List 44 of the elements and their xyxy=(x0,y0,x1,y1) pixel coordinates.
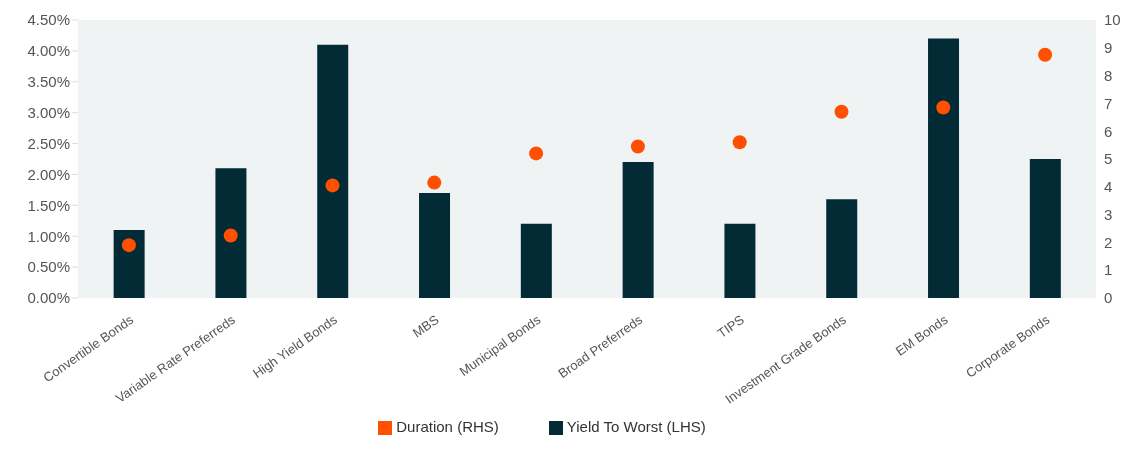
y2-tick-label: 6 xyxy=(1104,122,1113,140)
bar xyxy=(826,199,858,298)
y2-tick-label: 8 xyxy=(1104,66,1113,84)
y2-tick-label: 4 xyxy=(1104,178,1113,196)
y2-tick-label: 9 xyxy=(1104,39,1113,57)
y2-tick-label: 2 xyxy=(1104,233,1113,251)
y-tick-label: 0.50% xyxy=(27,258,70,276)
point xyxy=(1038,47,1053,62)
point xyxy=(630,139,645,154)
bar xyxy=(113,230,145,298)
point xyxy=(936,100,951,115)
y-tick-label: 4.50% xyxy=(27,11,70,29)
y2-tick-label: 5 xyxy=(1104,150,1113,168)
bar xyxy=(724,223,756,298)
point xyxy=(834,104,849,119)
bar xyxy=(1029,158,1061,298)
y-tick-label: 0.00% xyxy=(27,289,70,307)
y2-tick-label: 10 xyxy=(1104,11,1121,29)
y-tick-label: 4.00% xyxy=(27,42,70,60)
bar xyxy=(419,192,451,298)
point xyxy=(732,135,747,150)
legend-label: Yield To Worst (LHS) xyxy=(566,417,706,435)
y-tick-label: 3.50% xyxy=(27,73,70,91)
y2-tick-label: 7 xyxy=(1104,94,1113,112)
bar xyxy=(215,168,247,298)
y2-tick-label: 0 xyxy=(1104,289,1113,307)
y-tick-label: 1.00% xyxy=(27,227,70,245)
y-tick-label: 2.00% xyxy=(27,165,70,183)
legend-label: Duration (RHS) xyxy=(396,417,499,435)
y-tick-label: 1.50% xyxy=(27,196,70,214)
point xyxy=(325,178,340,193)
y-tick-label: 2.50% xyxy=(27,134,70,152)
bar xyxy=(520,223,552,298)
point xyxy=(223,228,238,243)
bar xyxy=(928,38,960,298)
point xyxy=(529,146,544,161)
bar xyxy=(622,162,654,298)
point xyxy=(427,175,442,190)
bar xyxy=(317,44,349,298)
point xyxy=(121,238,136,253)
y-tick-label: 3.00% xyxy=(27,103,70,121)
x-tick-label: TIPS xyxy=(714,311,748,341)
y2-tick-label: 1 xyxy=(1104,261,1113,279)
y2-tick-label: 3 xyxy=(1104,205,1113,223)
